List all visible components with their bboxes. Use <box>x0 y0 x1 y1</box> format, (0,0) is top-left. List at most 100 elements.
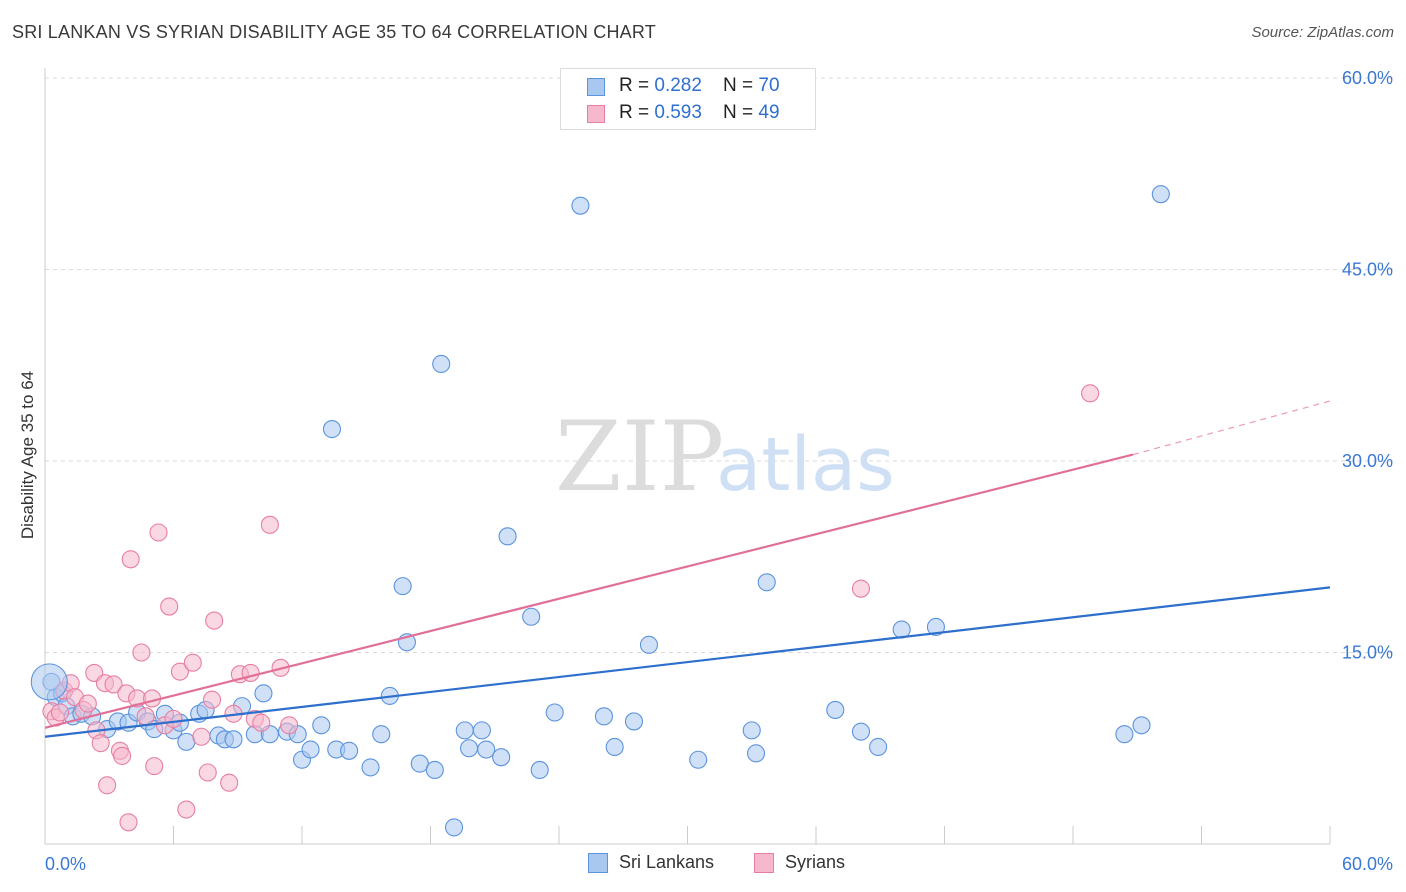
point-syrians <box>241 663 260 682</box>
x-tick-label: 0.0% <box>45 854 86 874</box>
r-value-sri-lankans: 0.282 <box>654 75 702 96</box>
point-sri-lankans <box>530 760 549 780</box>
point-syrians <box>91 734 110 753</box>
point-syrians <box>78 694 97 713</box>
point-sri-lankans <box>1151 185 1170 204</box>
r-label: R = <box>619 102 655 123</box>
point-sri-lankans <box>624 712 644 731</box>
point-syrians <box>177 800 196 819</box>
point-syrians <box>203 690 222 709</box>
legend-swatch-sri-lankans <box>588 853 608 873</box>
point-sri-lankans <box>410 754 429 773</box>
point-sri-lankans <box>869 737 888 757</box>
point-syrians <box>252 713 271 732</box>
point-syrians <box>280 716 299 735</box>
y-tick-label: 15.0% <box>1342 643 1393 663</box>
point-sri-lankans <box>605 737 624 757</box>
point-sri-lankans <box>639 635 659 654</box>
point-sri-lankans <box>459 739 479 758</box>
point-sri-lankans <box>1132 716 1151 735</box>
n-label: N = <box>723 75 759 96</box>
point-syrians <box>205 611 224 630</box>
point-sri-lankans <box>301 740 320 759</box>
point-sri-lankans <box>757 573 776 592</box>
point-sri-lankans <box>322 420 342 439</box>
point-syrians <box>192 727 211 746</box>
point-sri-lankans <box>851 722 871 741</box>
point-syrians <box>132 643 151 662</box>
x-tick-label: 60.0% <box>1342 854 1393 874</box>
y-tick-label: 30.0% <box>1342 451 1393 471</box>
point-syrians <box>121 550 140 569</box>
grid-lines <box>45 77 1395 653</box>
trend-line-syrians-extension <box>1132 400 1331 456</box>
point-sri-lankans <box>472 721 491 740</box>
point-sri-lankans <box>926 617 945 637</box>
point-sri-lankans <box>432 354 451 374</box>
point-syrians <box>160 597 179 616</box>
point-sri-lankans <box>177 732 196 751</box>
stats-swatch-syrians <box>587 105 605 123</box>
point-syrians <box>119 813 138 832</box>
source-label: Source: ZipAtlas.com <box>1251 24 1394 41</box>
trend-line-syrians <box>44 453 1134 729</box>
y-tick-label: 45.0% <box>1342 260 1393 280</box>
point-syrians <box>260 515 279 534</box>
point-syrians <box>145 757 164 776</box>
n-value-sri-lankans: 70 <box>758 75 780 96</box>
watermark-zip: ZIP <box>555 401 724 513</box>
trend-lines <box>44 400 1331 738</box>
n-label: N = <box>723 102 759 123</box>
point-sri-lankans-large <box>30 663 68 701</box>
point-sri-lankans <box>340 741 359 760</box>
point-syrians <box>220 773 239 792</box>
point-sri-lankans <box>742 721 761 740</box>
point-sri-lankans <box>826 700 845 720</box>
point-sri-lankans <box>498 527 517 546</box>
point-syrians <box>183 653 202 672</box>
point-sri-lankans <box>312 716 331 735</box>
legend-swatch-syrians <box>754 853 774 873</box>
point-sri-lankans <box>372 725 391 744</box>
legend-label-sri-lankans: Sri Lankans <box>619 852 715 872</box>
point-syrians <box>104 675 123 694</box>
point-sri-lankans <box>492 748 511 767</box>
point-syrians <box>136 707 155 726</box>
r-value-syrians: 0.593 <box>654 102 702 123</box>
point-sri-lankans <box>746 744 766 763</box>
point-sri-lankans <box>361 758 380 777</box>
chart-title: SRI LANKAN VS SYRIAN DISABILITY AGE 35 T… <box>12 22 656 42</box>
point-syrians <box>164 709 183 728</box>
correlation-stats-box: R = 0.282 N = 70 R = 0.593 N = 49 <box>560 68 816 130</box>
point-sri-lankans <box>1115 725 1134 744</box>
n-value-syrians: 49 <box>758 102 780 123</box>
y-tick-label: 60.0% <box>1342 68 1393 88</box>
legend-label-syrians: Syrians <box>785 852 846 872</box>
point-sri-lankans <box>689 750 708 769</box>
point-syrians <box>113 746 132 765</box>
point-sri-lankans <box>594 707 614 726</box>
point-syrians <box>198 763 217 782</box>
point-sri-lankans <box>571 196 590 215</box>
tick-labels: 15.0% 30.0% 45.0% 60.0% 0.0% 60.0% <box>45 68 1393 874</box>
point-sri-lankans <box>477 740 496 759</box>
point-syrians <box>170 662 189 681</box>
point-sri-lankans <box>393 577 412 596</box>
point-sri-lankans <box>545 703 564 722</box>
point-syrians <box>851 579 871 598</box>
point-syrians <box>149 523 168 542</box>
trend-line-sri-lankans <box>44 586 1331 738</box>
point-sri-lankans <box>254 684 273 703</box>
point-syrians <box>98 776 117 795</box>
point-sri-lankans <box>455 721 474 740</box>
point-sri-lankans <box>522 607 541 626</box>
point-syrians <box>1081 384 1100 403</box>
point-sri-lankans <box>445 818 464 837</box>
point-sri-lankans <box>425 760 444 780</box>
stats-swatch-sri-lankans <box>587 78 605 96</box>
watermark-atlas: atlas <box>716 422 895 508</box>
watermark: ZIP atlas <box>555 401 895 513</box>
r-label: R = <box>619 75 655 96</box>
point-sri-lankans <box>224 730 243 749</box>
